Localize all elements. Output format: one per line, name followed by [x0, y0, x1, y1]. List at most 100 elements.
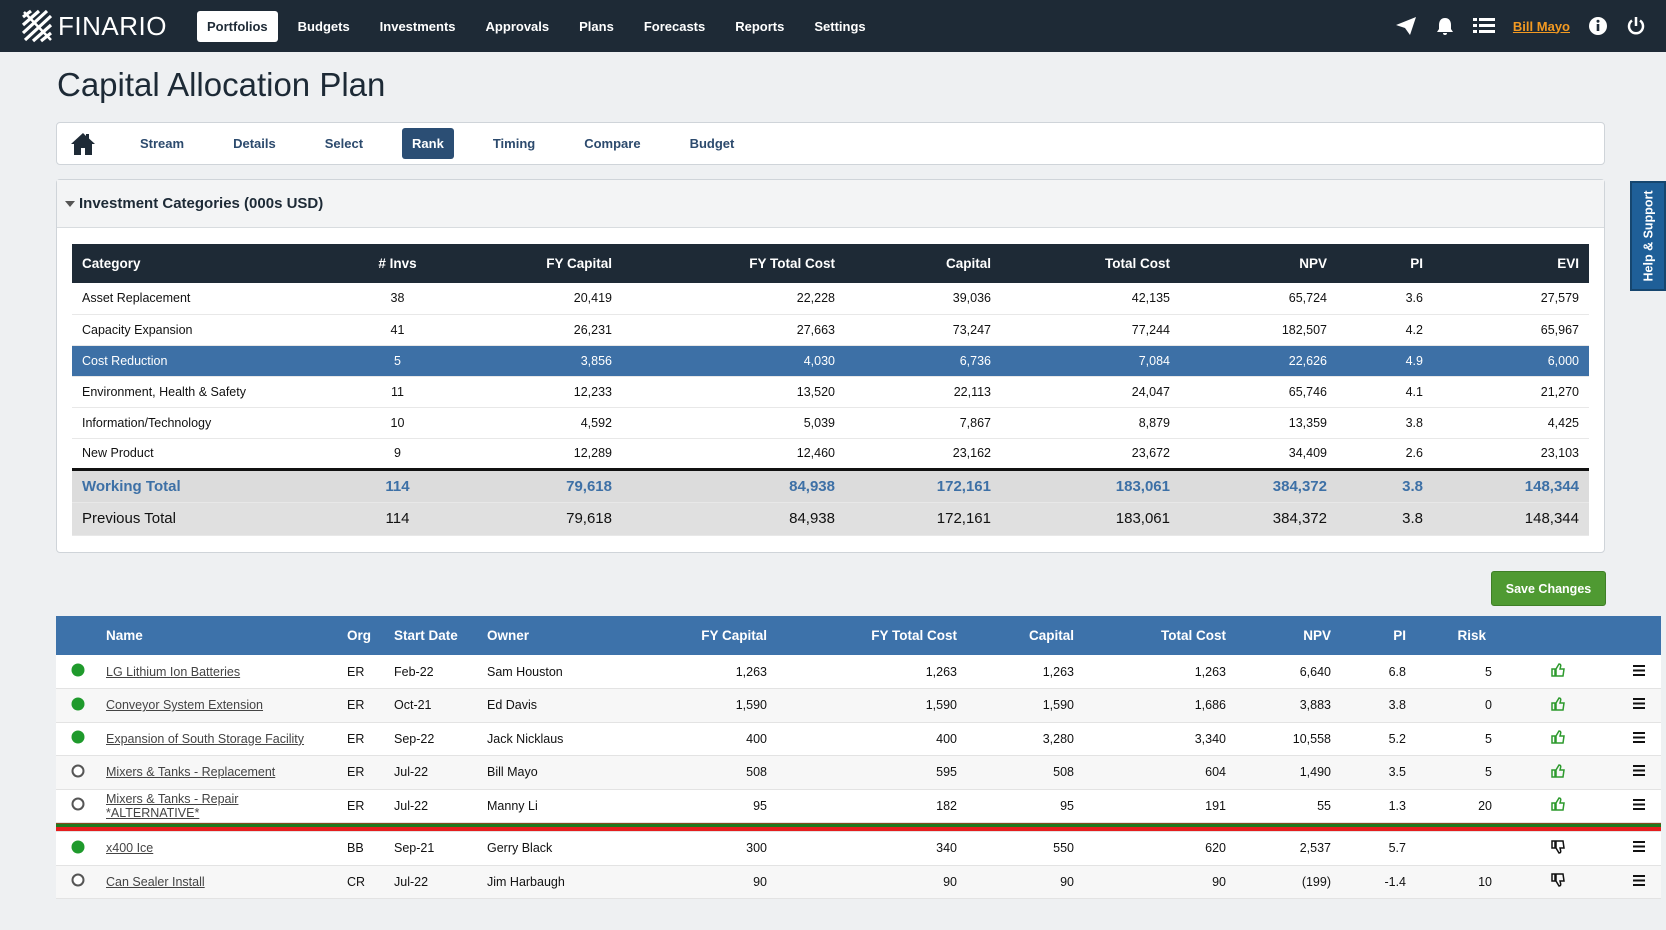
categories-panel: Investment Categories (000s USD) Categor… — [56, 179, 1605, 553]
cell: 4.9 — [1337, 345, 1480, 377]
cell: 5 — [345, 345, 450, 377]
cell: 34,409 — [1180, 438, 1337, 470]
info-icon[interactable] — [1588, 16, 1608, 36]
thumb-up[interactable] — [1551, 797, 1565, 811]
cell: Working Total — [72, 467, 345, 503]
top-nav: FINARIO Portfolios Budgets Investments Appr… — [0, 0, 1666, 52]
nav-item[interactable]: Portfolios — [197, 10, 278, 42]
vote-header — [1500, 616, 1616, 655]
cell: 384,372 — [1180, 467, 1337, 503]
cell: 90 — [963, 865, 1080, 899]
cell: 183,061 — [1001, 502, 1180, 536]
cell: 3,280 — [963, 722, 1080, 756]
cell: 5 — [1412, 655, 1500, 689]
cell: Environment, Health & Safety — [72, 376, 345, 408]
category-row[interactable]: New Product 9 12,289 12,460 23,162 23,672 34,4… — [72, 438, 1589, 470]
investment-link[interactable]: Can Sealer Install — [106, 874, 205, 889]
row-menu[interactable] — [1632, 874, 1645, 886]
row-menu[interactable] — [1632, 664, 1645, 676]
thumb-up[interactable] — [1551, 663, 1565, 677]
row-menu[interactable] — [1632, 698, 1645, 710]
cell: 4,425 — [1480, 407, 1589, 439]
investment-link[interactable]: Mixers & Tanks - Replacement — [106, 765, 276, 780]
column-header: Capital — [963, 616, 1080, 655]
investment-link[interactable]: LG Lithium Ion Batteries — [106, 664, 241, 679]
thumb-down[interactable] — [1551, 873, 1565, 888]
save-button[interactable]: Save Changes — [1491, 571, 1606, 606]
cell: 1,263 — [963, 655, 1080, 689]
investment-link[interactable]: Expansion of South Storage Facility — [106, 731, 305, 746]
menu-cell — [1616, 655, 1661, 689]
tab[interactable]: Compare — [584, 136, 641, 151]
page-title: Capital Allocation Plan — [57, 66, 386, 103]
list-icon[interactable] — [1472, 17, 1495, 35]
user-link[interactable]: Bill Mayo — [1512, 18, 1570, 34]
category-row[interactable]: Capacity Expansion 41 26,231 27,663 73,247 77… — [72, 314, 1589, 346]
thumb-up[interactable] — [1551, 696, 1565, 711]
tab[interactable]: Timing — [492, 136, 536, 151]
column-header: Owner — [481, 616, 616, 655]
cell: 3.8 — [1337, 688, 1412, 723]
cell: 4,030 — [622, 345, 845, 377]
cell: 12,289 — [450, 438, 622, 470]
tab[interactable]: Budget — [689, 136, 735, 151]
category-row[interactable]: Information/Technology 10 4,592 5,039 7,867 8… — [72, 407, 1589, 439]
cell: 3.8 — [1337, 502, 1480, 536]
cell: 508 — [963, 755, 1080, 790]
cell: 10,558 — [1232, 722, 1337, 756]
cell: 79,618 — [450, 502, 622, 536]
thumb-down[interactable] — [1551, 840, 1565, 854]
cell: LG Lithium Ion Batteries — [100, 655, 341, 689]
row-menu[interactable] — [1632, 731, 1645, 743]
power-icon[interactable] — [1626, 16, 1646, 36]
cell: 340 — [773, 831, 963, 866]
cell: 1,590 — [616, 688, 773, 723]
brand[interactable]: FINARIO — [20, 9, 177, 43]
tab[interactable]: Rank — [402, 128, 454, 159]
investment-link[interactable]: Mixers & Tanks - Repair *ALTERNATIVE* — [106, 791, 239, 820]
status-cell — [56, 755, 100, 790]
cell: BB — [341, 831, 388, 866]
cell: 384,372 — [1180, 502, 1337, 536]
menu-header — [1616, 616, 1661, 655]
nav-item[interactable]: Budgets — [297, 18, 350, 34]
cell: 22,113 — [845, 376, 1001, 408]
bell-icon[interactable] — [1435, 16, 1455, 36]
help-tab[interactable]: Help & Support — [1630, 181, 1666, 291]
nav-item[interactable]: Approvals — [485, 18, 550, 34]
cell: 7,867 — [845, 407, 1001, 439]
nav-item[interactable]: Settings — [814, 18, 866, 34]
cell: 620 — [1080, 831, 1232, 866]
tab[interactable]: Select — [324, 136, 364, 151]
cell: 5 — [1412, 722, 1500, 756]
panel-header[interactable]: Investment Categories (000s USD) — [57, 180, 1604, 228]
tab[interactable]: Details — [233, 136, 276, 151]
nav-item[interactable]: Forecasts — [643, 18, 706, 34]
row-menu[interactable] — [1632, 765, 1645, 777]
cell: 400 — [773, 722, 963, 756]
category-row[interactable]: Cost Reduction 5 3,856 4,030 6,736 7,084 22,62… — [72, 345, 1589, 377]
category-row[interactable]: Asset Replacement 38 20,419 22,228 39,036 42,… — [72, 283, 1589, 315]
nav-item[interactable]: Reports — [735, 18, 785, 34]
row-menu[interactable] — [1632, 798, 1645, 810]
cell: 65,724 — [1180, 283, 1337, 315]
nav-item[interactable]: Investments — [379, 18, 456, 34]
header-row: Name Org Start Date Owner FY Capital FY Total… — [56, 616, 1661, 655]
menu-cell — [1616, 789, 1661, 823]
cell: 4.2 — [1337, 314, 1480, 346]
cell: 5.7 — [1337, 831, 1412, 866]
cell: 10 — [1412, 865, 1500, 899]
investment-link[interactable]: Conveyor System Extension — [106, 698, 264, 713]
thumb-up[interactable] — [1551, 763, 1565, 778]
investment-link[interactable]: x400 Ice — [106, 841, 154, 856]
category-row[interactable]: Environment, Health & Safety 11 12,233 13,5… — [72, 376, 1589, 408]
status-dot — [71, 797, 85, 811]
cell: -1.4 — [1337, 865, 1412, 899]
nav-item[interactable]: Plans — [579, 18, 614, 34]
tab[interactable]: Stream — [140, 136, 185, 151]
cell: 12,460 — [622, 438, 845, 470]
home-icon[interactable] — [70, 131, 96, 157]
thumb-up[interactable] — [1551, 730, 1565, 744]
send-icon[interactable] — [1395, 16, 1417, 36]
row-menu[interactable] — [1632, 841, 1645, 853]
